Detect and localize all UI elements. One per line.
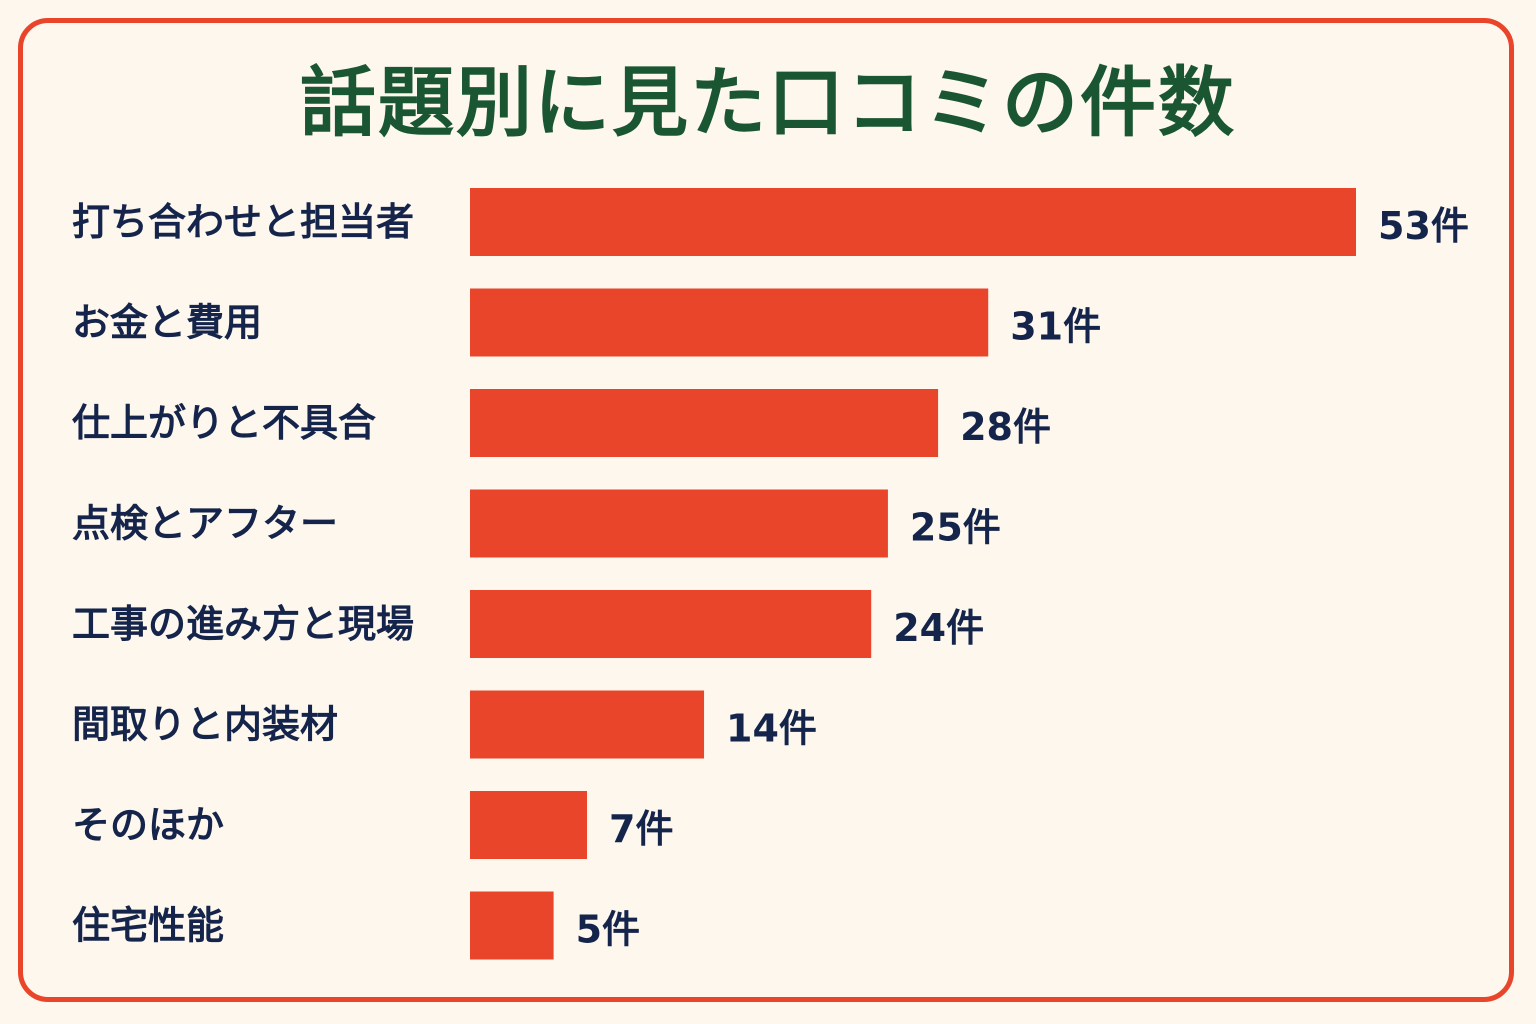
chart-title: 話題別に見た口コミの件数 bbox=[300, 58, 1236, 147]
category-label: 間取りと内装材 bbox=[72, 703, 338, 747]
category-label: 工事の進み方と現場 bbox=[72, 602, 414, 646]
bar bbox=[470, 791, 588, 859]
value-label: 28件 bbox=[960, 405, 1051, 449]
category-label: 点検とアフター bbox=[72, 502, 338, 546]
value-label: 31件 bbox=[1010, 305, 1101, 349]
bar bbox=[470, 690, 705, 759]
value-label: 14件 bbox=[726, 707, 817, 751]
bar bbox=[470, 891, 554, 960]
value-label: 24件 bbox=[893, 606, 984, 650]
bar bbox=[470, 489, 888, 558]
category-label: 住宅性能 bbox=[72, 904, 224, 948]
category-label: 打ち合わせと担当者 bbox=[72, 200, 414, 244]
bar bbox=[470, 188, 1356, 256]
bar bbox=[470, 288, 989, 357]
category-label: 仕上がりと不具合 bbox=[72, 401, 376, 445]
category-label: そのほか bbox=[72, 803, 224, 847]
bar bbox=[470, 389, 939, 457]
value-label: 25件 bbox=[910, 506, 1001, 550]
bar bbox=[470, 590, 872, 658]
value-label: 5件 bbox=[576, 908, 640, 952]
category-label: お金と費用 bbox=[72, 301, 262, 345]
value-label: 7件 bbox=[609, 807, 673, 851]
value-label: 53件 bbox=[1378, 204, 1469, 248]
